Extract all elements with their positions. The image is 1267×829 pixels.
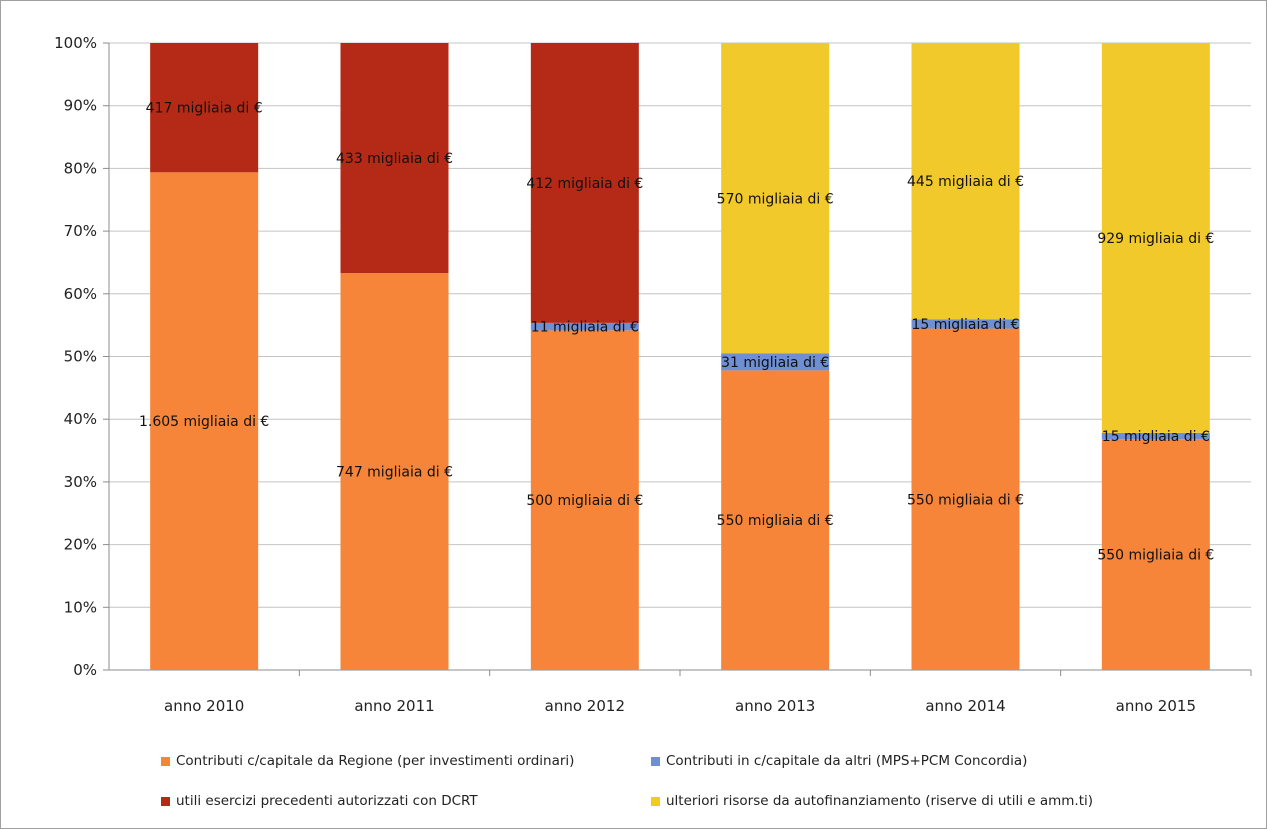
data-label: 433 migliaia di € xyxy=(336,151,453,167)
bar-segment xyxy=(1101,439,1210,670)
bar-segment xyxy=(150,172,259,670)
bar-segment xyxy=(721,43,830,354)
x-tick-label: anno 2010 xyxy=(164,697,244,715)
y-tick-label: 0% xyxy=(73,661,97,679)
bar-segment xyxy=(340,43,449,274)
legend-swatch xyxy=(651,756,660,766)
data-label: 550 migliaia di € xyxy=(1097,548,1214,564)
x-tick-label: anno 2013 xyxy=(735,697,815,715)
data-label: 500 migliaia di € xyxy=(526,493,643,509)
data-label: 15 migliaia di € xyxy=(911,317,1019,333)
data-label: 929 migliaia di € xyxy=(1097,231,1214,247)
x-tick-label: anno 2012 xyxy=(545,697,625,715)
data-label: 747 migliaia di € xyxy=(336,465,453,481)
data-label: 412 migliaia di € xyxy=(526,176,643,192)
bar-segment xyxy=(1101,43,1210,433)
bar-segment xyxy=(530,43,639,323)
y-tick-label: 40% xyxy=(64,410,97,428)
y-tick-label: 60% xyxy=(64,285,97,303)
gridlines xyxy=(103,42,1251,671)
legend-swatch xyxy=(161,796,170,806)
bar-segment xyxy=(911,319,1020,329)
bar-segment xyxy=(911,43,1020,320)
y-tick-label: 10% xyxy=(64,598,97,616)
legend-swatch xyxy=(651,796,660,806)
data-label: 31 migliaia di € xyxy=(721,355,829,371)
data-label: 11 migliaia di € xyxy=(531,320,639,336)
bar-segment xyxy=(530,330,639,670)
data-label: 1.605 migliaia di € xyxy=(139,414,269,430)
legend-label: Contributi in c/capitale da altri (MPS+P… xyxy=(666,753,1028,769)
data-label: 550 migliaia di € xyxy=(717,513,834,529)
y-tick-label: 20% xyxy=(64,536,97,554)
y-tick-label: 80% xyxy=(64,159,97,177)
bar-segment xyxy=(1101,432,1210,440)
legend-swatch xyxy=(161,756,170,766)
bar-segment xyxy=(911,328,1020,670)
bar-segment xyxy=(150,43,259,173)
data-label: 445 migliaia di € xyxy=(907,174,1024,190)
y-tick-label: 30% xyxy=(64,473,97,491)
bar-segment xyxy=(721,370,830,670)
legend-label: ulteriori risorse da autofinanziamento (… xyxy=(666,793,1094,809)
data-label: 570 migliaia di € xyxy=(717,191,834,207)
legend-item-utili: utili esercizi precedenti autorizzati co… xyxy=(161,793,478,809)
legend-label: utili esercizi precedenti autorizzati co… xyxy=(176,793,478,809)
y-tick-label: 100% xyxy=(54,34,97,52)
data-label: 550 migliaia di € xyxy=(907,492,1024,508)
x-tick-label: anno 2015 xyxy=(1116,697,1196,715)
data-label: 15 migliaia di € xyxy=(1102,429,1210,445)
bars xyxy=(150,43,1210,670)
data-label: 417 migliaia di € xyxy=(146,101,263,117)
data-labels: 1.605 migliaia di € 417 migliaia di € 747 … xyxy=(139,101,1214,564)
bar-segment xyxy=(530,322,639,331)
legend-item-regione: Contributi c/capitale da Regione (per in… xyxy=(161,753,574,769)
legend-label: Contributi c/capitale da Regione (per in… xyxy=(176,753,575,769)
stacked-bar-chart: 0% 10% 20% 30% 40% 50% 60% 70% 80% 90% 100% 1.605 … xyxy=(54,34,1252,715)
x-tick-label: anno 2011 xyxy=(354,697,434,715)
bar-segment xyxy=(721,353,830,371)
y-tick-label: 70% xyxy=(64,222,97,240)
legend-item-altri: Contributi in c/capitale da altri (MPS+P… xyxy=(651,753,1027,769)
x-tick-label: anno 2014 xyxy=(925,697,1005,715)
x-axis-ticks: anno 2010 anno 2011 anno 2012 anno 2013 anno… xyxy=(164,670,1252,715)
legend-item-autofinanziamento: ulteriori risorse da autofinanziamento (… xyxy=(651,793,1093,809)
y-axis-ticks: 0% 10% 20% 30% 40% 50% 60% 70% 80% 90% 100% xyxy=(54,34,97,679)
y-tick-label: 50% xyxy=(64,348,97,366)
bar-segment xyxy=(340,273,449,670)
y-tick-label: 90% xyxy=(64,97,97,115)
